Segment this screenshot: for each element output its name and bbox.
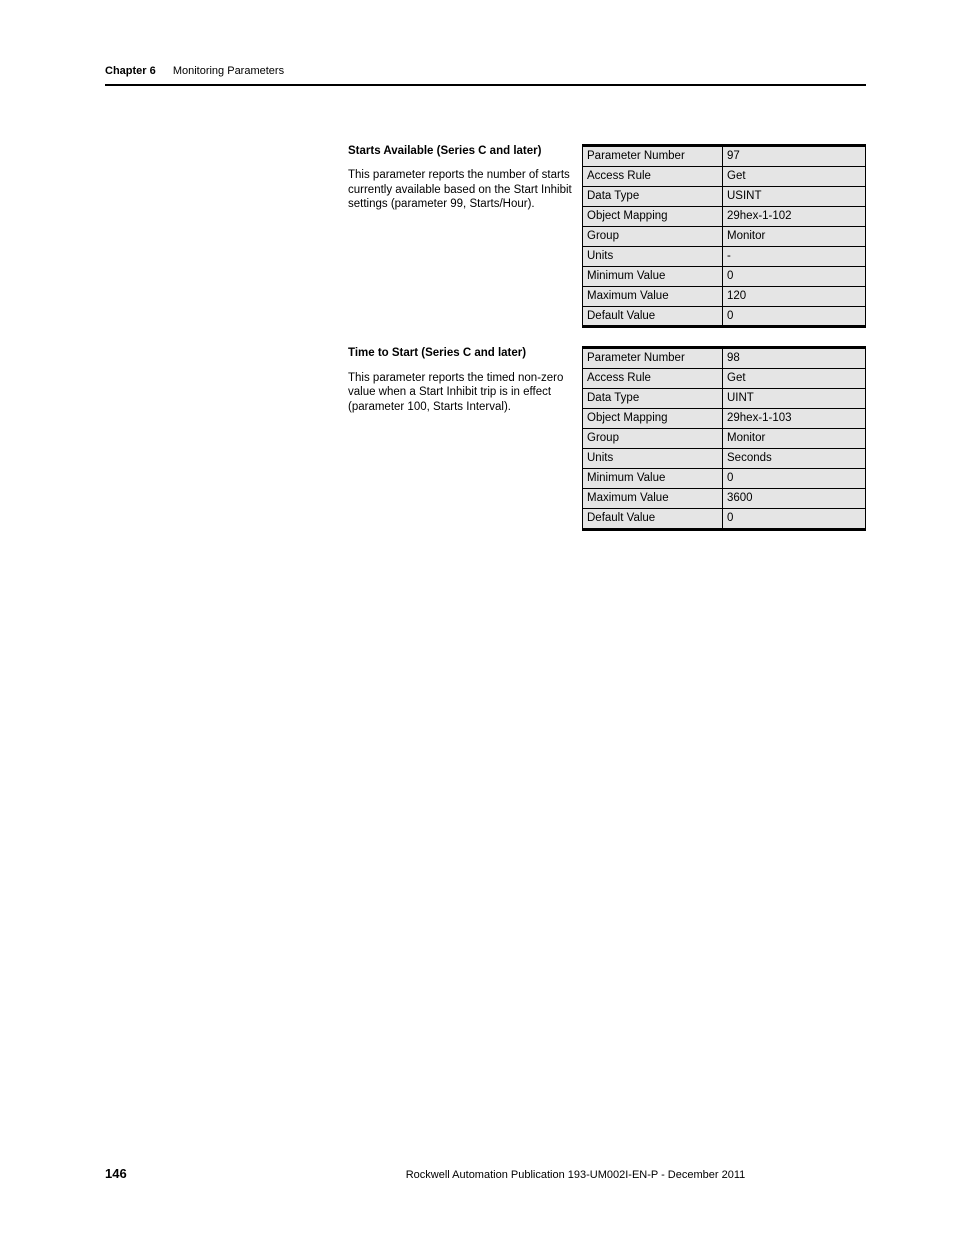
table-row: Maximum Value3600 xyxy=(583,489,866,509)
chapter-title: Monitoring Parameters xyxy=(173,65,284,77)
parameter-block: Time to Start (Series C and later) This … xyxy=(348,346,866,530)
attr-value: USINT xyxy=(723,186,866,206)
table-row: Default Value0 xyxy=(583,306,866,326)
table-row: Default Value0 xyxy=(583,508,866,528)
attr-label: Parameter Number xyxy=(583,349,723,369)
attr-value: 98 xyxy=(723,349,866,369)
table-row: Minimum Value0 xyxy=(583,266,866,286)
table-row: GroupMonitor xyxy=(583,226,866,246)
attr-label: Default Value xyxy=(583,508,723,528)
table-row: Access RuleGet xyxy=(583,166,866,186)
parameter-block: Starts Available (Series C and later) Th… xyxy=(348,144,866,328)
page-header: Chapter 6 Monitoring Parameters xyxy=(105,65,866,77)
chapter-number: Chapter 6 xyxy=(105,65,156,77)
table-row: Object Mapping29hex-1-103 xyxy=(583,409,866,429)
parameter-table: Parameter Number98 Access RuleGet Data T… xyxy=(582,348,866,528)
attr-value: 0 xyxy=(723,508,866,528)
attr-label: Maximum Value xyxy=(583,489,723,509)
attr-value: 120 xyxy=(723,286,866,306)
page-footer: 146 Rockwell Automation Publication 193-… xyxy=(105,1166,866,1181)
attr-value: Get xyxy=(723,369,866,389)
content-area: Starts Available (Series C and later) Th… xyxy=(348,144,866,549)
attr-value: 3600 xyxy=(723,489,866,509)
parameter-table: Parameter Number97 Access RuleGet Data T… xyxy=(582,146,866,326)
parameter-description: This parameter reports the number of sta… xyxy=(348,168,574,211)
attr-label: Access Rule xyxy=(583,369,723,389)
attr-label: Group xyxy=(583,226,723,246)
parameter-title: Starts Available (Series C and later) xyxy=(348,144,574,158)
table-row: Parameter Number98 xyxy=(583,349,866,369)
attr-label: Data Type xyxy=(583,389,723,409)
attr-value: Get xyxy=(723,166,866,186)
attr-label: Maximum Value xyxy=(583,286,723,306)
table-row: UnitsSeconds xyxy=(583,449,866,469)
table-row: Data TypeUSINT xyxy=(583,186,866,206)
parameter-table-wrap: Parameter Number98 Access RuleGet Data T… xyxy=(582,346,866,530)
attr-value: 0 xyxy=(723,266,866,286)
parameter-description-col: Time to Start (Series C and later) This … xyxy=(348,346,582,414)
publication-info: Rockwell Automation Publication 193-UM00… xyxy=(285,1169,866,1181)
table-row: Access RuleGet xyxy=(583,369,866,389)
attr-label: Default Value xyxy=(583,306,723,326)
parameter-description: This parameter reports the timed non-zer… xyxy=(348,371,574,414)
attr-label: Minimum Value xyxy=(583,469,723,489)
attr-value: Seconds xyxy=(723,449,866,469)
attr-label: Object Mapping xyxy=(583,409,723,429)
page-number: 146 xyxy=(105,1166,285,1181)
table-row: Object Mapping29hex-1-102 xyxy=(583,206,866,226)
attr-value: 0 xyxy=(723,306,866,326)
table-row: Maximum Value120 xyxy=(583,286,866,306)
header-rule xyxy=(105,84,866,86)
table-row: Minimum Value0 xyxy=(583,469,866,489)
attr-label: Parameter Number xyxy=(583,147,723,167)
parameter-description-col: Starts Available (Series C and later) Th… xyxy=(348,144,582,212)
table-row: Data TypeUINT xyxy=(583,389,866,409)
attr-value: 97 xyxy=(723,147,866,167)
attr-value: UINT xyxy=(723,389,866,409)
table-row: Units- xyxy=(583,246,866,266)
attr-label: Units xyxy=(583,449,723,469)
table-row: GroupMonitor xyxy=(583,429,866,449)
attr-label: Access Rule xyxy=(583,166,723,186)
attr-value: - xyxy=(723,246,866,266)
attr-label: Group xyxy=(583,429,723,449)
attr-value: 0 xyxy=(723,469,866,489)
attr-label: Data Type xyxy=(583,186,723,206)
attr-value: Monitor xyxy=(723,226,866,246)
parameter-table-wrap: Parameter Number97 Access RuleGet Data T… xyxy=(582,144,866,328)
attr-label: Units xyxy=(583,246,723,266)
table-row: Parameter Number97 xyxy=(583,147,866,167)
attr-label: Object Mapping xyxy=(583,206,723,226)
attr-value: 29hex-1-102 xyxy=(723,206,866,226)
attr-value: 29hex-1-103 xyxy=(723,409,866,429)
attr-label: Minimum Value xyxy=(583,266,723,286)
parameter-title: Time to Start (Series C and later) xyxy=(348,346,574,360)
attr-value: Monitor xyxy=(723,429,866,449)
